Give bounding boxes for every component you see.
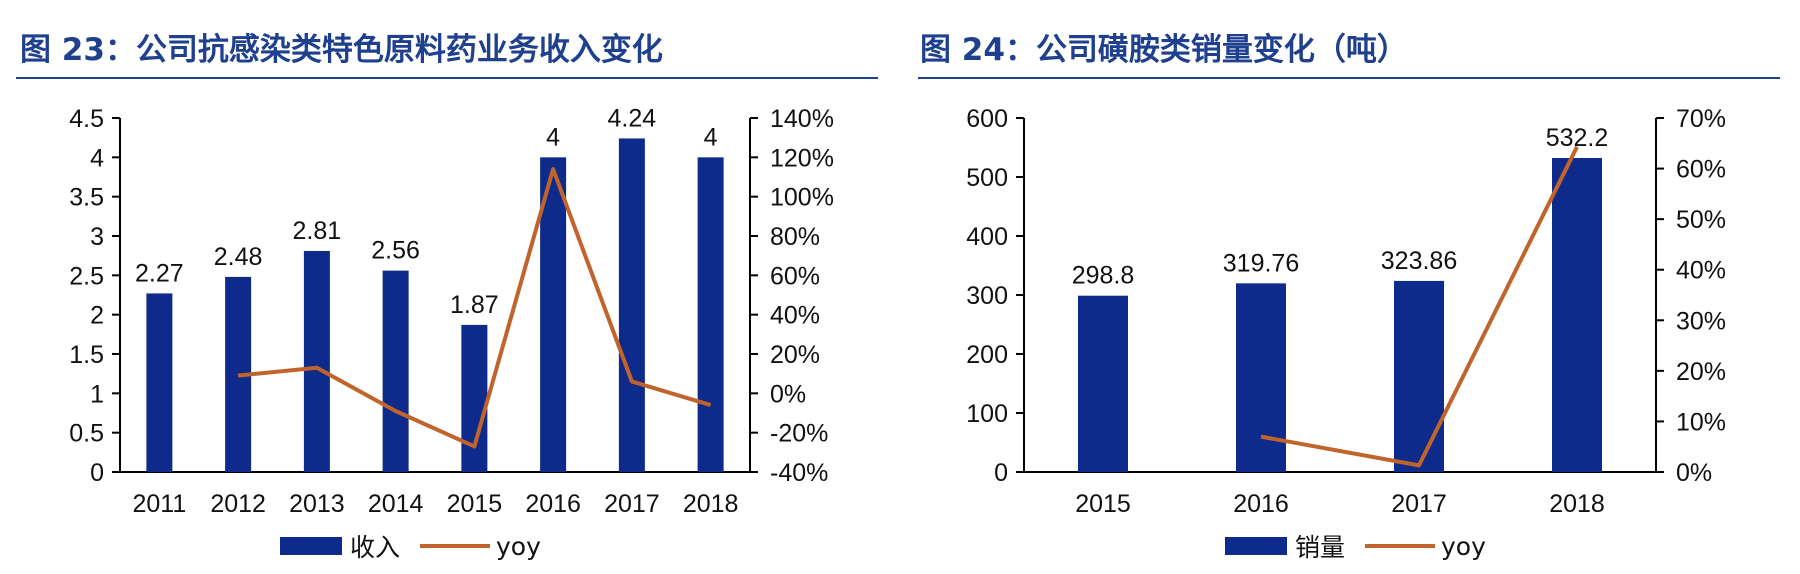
- figure-23-chart: 0 0.5 1 1.5 2 2.5 3 3.5 4 4.5 -40% -20% 0% 20% 40% 60% 8…: [69, 104, 834, 518]
- x-tick-label: 2018: [1549, 490, 1605, 518]
- figure-23: 图 23：公司抗感染类特色原料药业务收入变化 0 0.5 1 1.5 2 2.5 3 3.5 4…: [16, 24, 878, 564]
- yoy-line: [237, 167, 712, 449]
- bar: [146, 293, 173, 472]
- left-tick-label: 2: [90, 302, 104, 330]
- bar: [382, 270, 409, 472]
- bar-value-label: 2.48: [214, 243, 263, 271]
- legend-line-swatch: [420, 544, 491, 548]
- right-tick-label: 20%: [770, 341, 820, 369]
- bar-value-label: 2.56: [371, 237, 420, 265]
- left-tick-label: 300: [966, 282, 1008, 310]
- bar-value-label: 2.81: [293, 217, 342, 245]
- left-tick-label: 4: [90, 144, 104, 172]
- bar-value-label: 323.86: [1381, 247, 1457, 275]
- yoy-line: [1260, 145, 1579, 468]
- right-tick-label: 10%: [1676, 408, 1726, 436]
- figure-23-legend: 收入 yoy: [280, 528, 541, 564]
- x-tick-label: 2017: [604, 490, 660, 518]
- bar-value-label: 4.24: [608, 104, 657, 132]
- bar: [1552, 158, 1602, 472]
- legend-line-label: yoy: [1441, 531, 1486, 561]
- figure-23-title-rule: [16, 77, 878, 79]
- x-tick-label: 2016: [1233, 490, 1289, 518]
- figure-24-title-text: 公司磺胺类销量变化（吨）: [1035, 32, 1408, 68]
- bar: [461, 324, 488, 472]
- right-tick-label: -20%: [770, 420, 828, 448]
- figure-23-title-prefix: 图: [20, 32, 51, 68]
- figure-23-title-number: 23: [61, 32, 105, 68]
- right-tick-label: 0%: [1676, 459, 1712, 487]
- left-tick-label: 1.5: [69, 341, 104, 369]
- figure-24-title: 图 24：公司磺胺类销量变化（吨）: [920, 24, 1408, 69]
- left-tick-label: 500: [966, 164, 1008, 192]
- left-tick-label: 0.5: [69, 420, 104, 448]
- bar-value-label: 1.87: [450, 291, 499, 319]
- left-tick-label: 400: [966, 223, 1008, 251]
- right-tick-label: 40%: [770, 302, 820, 330]
- x-tick-label: 2013: [289, 490, 345, 518]
- right-tick-label: 60%: [1676, 156, 1726, 184]
- left-tick-label: 200: [966, 341, 1008, 369]
- x-tick-label: 2015: [1075, 490, 1131, 518]
- left-tick-label: 0: [994, 459, 1008, 487]
- figure-24-legend: 销量 yoy: [1225, 528, 1486, 564]
- legend-line-label: yoy: [496, 531, 541, 561]
- x-tick-label: 2016: [525, 490, 581, 518]
- x-tick-label: 2014: [368, 490, 424, 518]
- figure-23-title-separator: ：: [104, 32, 136, 68]
- right-tick-label: 40%: [1676, 257, 1726, 285]
- bar-value-label: 2.27: [135, 259, 184, 287]
- figure-24-title-number: 24: [961, 32, 1005, 68]
- right-tick-label: -40%: [770, 459, 828, 487]
- legend-line-swatch: [1365, 544, 1436, 548]
- x-tick-label: 2018: [683, 490, 739, 518]
- figure-23-title: 图 23：公司抗感染类特色原料药业务收入变化: [20, 24, 663, 69]
- left-tick-label: 600: [966, 105, 1008, 133]
- right-tick-label: 80%: [770, 223, 820, 251]
- right-tick-label: 100%: [770, 184, 834, 212]
- left-tick-label: 3: [90, 223, 104, 251]
- left-tick-label: 3.5: [69, 184, 104, 212]
- right-tick-label: 0%: [770, 380, 806, 408]
- legend-bar-swatch: [1225, 537, 1287, 555]
- bar: [540, 157, 567, 472]
- bar-value-label: 4: [704, 123, 718, 151]
- bar-value-label: 4: [546, 123, 560, 151]
- figure-23-title-text: 公司抗感染类特色原料药业务收入变化: [135, 32, 663, 68]
- bar: [697, 157, 724, 472]
- right-tick-label: 140%: [770, 105, 834, 133]
- bar: [1394, 280, 1444, 472]
- x-tick-label: 2012: [210, 490, 266, 518]
- legend-bar-label: 收入: [350, 533, 401, 562]
- right-tick-label: 120%: [770, 144, 834, 172]
- figure-24: 图 24：公司磺胺类销量变化（吨） 0 100 200 300 400 500 600 0% 1…: [900, 0, 1800, 574]
- figure-24-title-prefix: 图: [920, 32, 951, 68]
- legend-bar-swatch: [280, 537, 342, 555]
- bar: [1078, 295, 1128, 472]
- bar: [618, 138, 645, 472]
- right-tick-label: 20%: [1676, 358, 1726, 386]
- left-tick-label: 2.5: [69, 262, 104, 290]
- bar: [303, 250, 330, 472]
- figure-24-chart: 0 100 200 300 400 500 600 0% 10% 20% 30% 40% 50% 60% 7…: [966, 105, 1726, 518]
- left-tick-label: 100: [966, 400, 1008, 428]
- right-tick-label: 30%: [1676, 307, 1726, 335]
- left-tick-label: 1: [90, 380, 104, 408]
- x-tick-label: 2017: [1391, 490, 1447, 518]
- right-tick-label: 50%: [1676, 206, 1726, 234]
- left-tick-label: 0: [90, 459, 104, 487]
- right-tick-label: 70%: [1676, 105, 1726, 133]
- figure-24-title-separator: ：: [1004, 32, 1036, 68]
- legend-bar-label: 销量: [1295, 533, 1346, 562]
- x-tick-label: 2015: [447, 490, 503, 518]
- figure-24-title-rule: [918, 77, 1780, 79]
- bar-value-label: 319.76: [1223, 249, 1299, 277]
- x-tick-label: 2011: [132, 490, 186, 518]
- bar-value-label: 298.8: [1072, 262, 1135, 290]
- bar: [1236, 283, 1286, 472]
- left-tick-label: 4.5: [69, 105, 104, 133]
- right-tick-label: 60%: [770, 262, 820, 290]
